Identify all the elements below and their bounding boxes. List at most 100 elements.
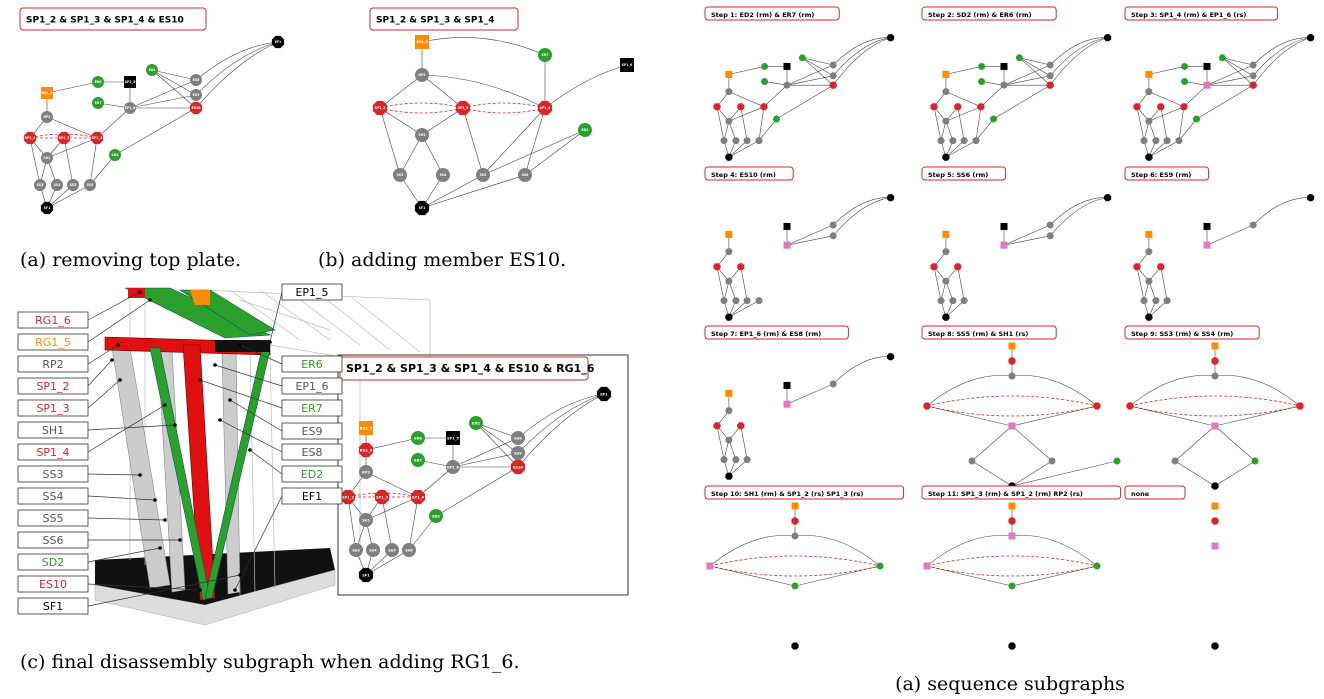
- node: [1001, 242, 1008, 249]
- node: [1204, 82, 1211, 89]
- node: [744, 137, 751, 144]
- panel-title: Step 4: ES10 (rm): [711, 171, 776, 179]
- node: [1008, 642, 1015, 649]
- node-label: RP2: [362, 470, 370, 474]
- part-label: SP1_3: [36, 402, 69, 415]
- edge: [934, 267, 941, 301]
- part-label: RG1_6: [35, 314, 71, 327]
- node: [784, 223, 791, 230]
- edge: [453, 453, 518, 467]
- edge: [787, 76, 833, 85]
- edge: [1215, 461, 1255, 486]
- part-label: ES8: [302, 446, 323, 459]
- node: [707, 563, 714, 570]
- node: [942, 231, 949, 238]
- part-label: EF1: [302, 490, 322, 503]
- edge: [934, 107, 941, 141]
- node: [1009, 373, 1016, 380]
- edge: [833, 198, 890, 225]
- node: [725, 407, 732, 414]
- node: [784, 63, 791, 70]
- node: [1307, 194, 1314, 201]
- node: [725, 390, 732, 397]
- node: [887, 194, 894, 201]
- node: [938, 137, 945, 144]
- node: [961, 297, 968, 304]
- node: [792, 503, 799, 510]
- edge: [1161, 107, 1167, 141]
- constraint-edge: [463, 103, 545, 108]
- part-label: SS4: [43, 490, 64, 503]
- leader-dot: [198, 378, 202, 382]
- node-label: SP1_3: [458, 106, 469, 110]
- node: [978, 63, 985, 70]
- node-label: EP1_6: [447, 465, 459, 469]
- node: [1001, 223, 1008, 230]
- panel-title: Step 7: EP1_6 (rm) & ES8 (rm): [711, 330, 821, 338]
- node: [1104, 194, 1111, 201]
- edge: [1215, 406, 1300, 426]
- edge: [518, 394, 604, 467]
- edge: [64, 138, 73, 185]
- leader-dot: [118, 378, 122, 382]
- node: [761, 78, 768, 85]
- edge: [1207, 65, 1253, 85]
- node: [830, 62, 837, 69]
- node: [1126, 402, 1133, 409]
- edge: [1175, 461, 1215, 486]
- edge: [1197, 85, 1254, 119]
- node: [990, 116, 997, 123]
- leader-dot: [238, 343, 242, 347]
- node-label: SS5: [70, 183, 77, 187]
- part-label: ER6: [301, 358, 323, 371]
- node-label: SF1: [362, 573, 370, 577]
- node: [756, 297, 763, 304]
- edge: [130, 80, 196, 108]
- edge: [1149, 107, 1184, 121]
- edge: [1137, 107, 1144, 141]
- edge: [152, 70, 196, 80]
- leader-dot: [153, 498, 157, 502]
- node: [1212, 543, 1219, 550]
- edge: [741, 426, 747, 460]
- leader-line: [88, 380, 120, 408]
- edge: [1012, 461, 1052, 486]
- node: [961, 137, 968, 144]
- edge: [380, 108, 400, 175]
- node: [1212, 343, 1219, 350]
- leader-dot: [218, 418, 222, 422]
- node: [1152, 297, 1159, 304]
- node: [1114, 458, 1121, 465]
- node: [1009, 583, 1016, 590]
- node-label: SS6: [87, 183, 94, 187]
- edge: [525, 108, 545, 175]
- node: [1145, 314, 1152, 321]
- edge: [1019, 58, 1050, 65]
- node: [1016, 54, 1023, 61]
- edge: [436, 467, 518, 516]
- constraint-edge: [1130, 406, 1300, 416]
- node: [1250, 82, 1257, 89]
- node-label: SP1_6: [622, 63, 633, 67]
- edge: [518, 394, 604, 453]
- edge: [1161, 267, 1167, 301]
- edge: [1149, 66, 1185, 74]
- node: [1176, 137, 1183, 144]
- node: [791, 642, 798, 649]
- edge: [1004, 76, 1050, 85]
- node: [1250, 62, 1257, 69]
- part-label: ES9: [302, 425, 323, 438]
- edge: [409, 497, 418, 550]
- node: [1008, 357, 1015, 364]
- node: [1047, 62, 1054, 69]
- leader-line: [88, 360, 112, 386]
- part-label: ES10: [39, 578, 67, 591]
- node-label: ER6: [95, 80, 103, 84]
- leader-line: [250, 450, 282, 474]
- node: [942, 118, 949, 125]
- edge: [946, 92, 981, 107]
- node: [1133, 263, 1140, 270]
- node-label: ER7: [542, 53, 549, 57]
- node: [1212, 373, 1219, 380]
- edge: [946, 66, 982, 74]
